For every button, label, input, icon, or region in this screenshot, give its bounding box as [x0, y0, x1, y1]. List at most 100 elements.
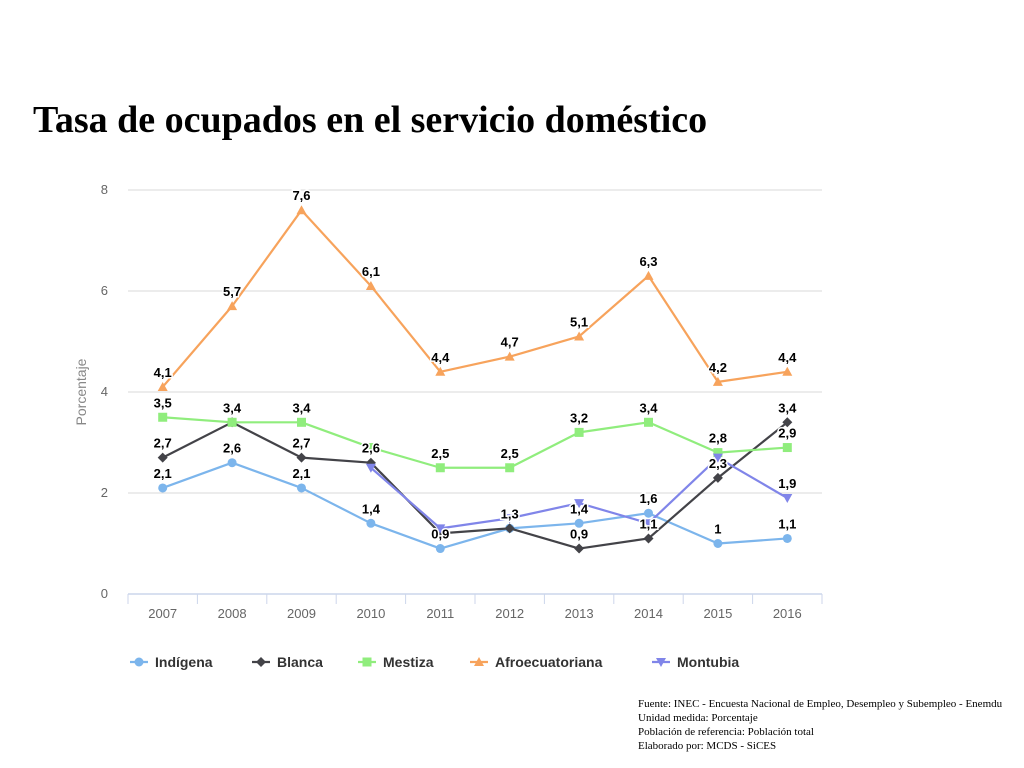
data-label-mestiza: 2,5: [431, 446, 449, 461]
x-tick-label: 2016: [773, 606, 802, 621]
source-elaborado: Elaborado por: MCDS - SiCES: [638, 740, 777, 752]
data-label-indigena: 2,6: [223, 441, 241, 456]
data-label-mestiza: 3,5: [154, 395, 172, 410]
data-point-montubia: [574, 499, 585, 509]
x-tick-label: 2010: [356, 606, 385, 621]
data-label-blanca: 2,3: [709, 456, 727, 471]
data-point-mestiza: [227, 417, 237, 427]
data-label-afroecuatoriana: 4,4: [778, 350, 797, 365]
data-point-montubia: [365, 463, 376, 473]
line-chart: 0 2 4 6 8 Porcentaje 2007 2008 2009 2010 2011 2012 2…: [73, 182, 823, 670]
data-point-montubia: [782, 494, 793, 504]
data-label-blanca: 0,9: [570, 527, 588, 542]
data-label-blanca: 3,4: [778, 400, 797, 415]
legend-item-afroecuatoriana: Afroecuatoriana: [495, 654, 603, 670]
data-label-indigena: 1,1: [778, 516, 796, 531]
source-poblacion: Población de referencia: Población total: [638, 726, 814, 738]
series-line-indigena: [162, 461, 788, 550]
data-point-indigena: [158, 483, 168, 493]
data-point-blanca: [296, 452, 307, 463]
data-label-mestiza: 3,4: [292, 400, 311, 415]
x-tick-label: 2011: [426, 606, 454, 621]
legend-item-montubia: Montubia: [677, 654, 739, 670]
data-point-mestiza: [713, 448, 723, 458]
data-label-montubia: 1,9: [778, 476, 796, 491]
data-label-afroecuatoriana: 4,4: [431, 350, 450, 365]
data-point-blanca: [643, 533, 654, 544]
data-point-mestiza: [435, 463, 445, 473]
data-label-afroecuatoriana: 5,7: [223, 284, 241, 299]
data-label-afroecuatoriana: 4,7: [501, 335, 519, 350]
legend-marker-indigena: [134, 657, 144, 667]
data-point-blanca: [574, 543, 585, 554]
data-point-indigena: [782, 533, 792, 543]
legend-item-blanca: Blanca: [277, 654, 323, 670]
data-point-indigena: [366, 518, 376, 528]
data-label-blanca: 2,7: [154, 436, 172, 451]
data-label-indigena: 1,3: [501, 506, 519, 521]
source-fuente: Fuente: INEC - Encuesta Nacional de Empl…: [638, 698, 1003, 710]
data-label-afroecuatoriana: 5,1: [570, 314, 588, 329]
series-line-mestiza: [162, 416, 788, 469]
series-line-blanca: [162, 421, 788, 550]
data-point-mestiza: [644, 417, 653, 427]
source-unidad: Unidad medida: Porcentaje: [638, 712, 758, 724]
data-point-afroecuatoriana: [157, 381, 168, 391]
x-tick-label: 2007: [148, 606, 177, 621]
data-point-mestiza: [297, 417, 306, 427]
x-tick-label: 2015: [703, 606, 732, 621]
data-point-mestiza: [505, 463, 515, 473]
data-point-mestiza: [158, 412, 168, 422]
data-point-afroecuatoriana: [435, 366, 446, 376]
data-point-afroecuatoriana: [643, 270, 654, 280]
data-point-afroecuatoriana: [712, 376, 723, 386]
data-label-indigena: 1,4: [362, 501, 381, 516]
data-label-afroecuatoriana: 6,1: [362, 264, 380, 279]
data-label-afroecuatoriana: 4,2: [709, 360, 727, 375]
data-label-mestiza: 3,2: [570, 410, 588, 425]
data-point-montubia: [712, 453, 723, 463]
data-label-mestiza: 3,4: [639, 400, 658, 415]
x-tick-label: 2013: [565, 606, 594, 621]
page-title: Tasa de ocupados en el servicio doméstic…: [33, 99, 708, 141]
data-point-afroecuatoriana: [296, 205, 307, 215]
legend-marker-montubia: [656, 658, 666, 667]
source-notes: Fuente: INEC - Encuesta Nacional de Empl…: [638, 697, 1008, 753]
data-point-indigena: [574, 518, 584, 528]
data-label-blanca: 1,1: [639, 516, 657, 531]
y-tick-label: 2: [101, 485, 108, 500]
x-tick-label: 2012: [495, 606, 524, 621]
data-point-indigena: [644, 508, 653, 518]
data-point-montubia: [643, 519, 654, 529]
y-tick-label: 8: [101, 182, 108, 197]
y-axis-title: Porcentaje: [73, 358, 89, 425]
legend-marker-afroecuatoriana: [474, 657, 484, 666]
data-point-indigena: [713, 539, 723, 548]
data-point-mestiza: [782, 443, 792, 453]
legend-marker-blanca: [256, 657, 266, 667]
data-point-mestiza: [366, 443, 376, 453]
data-point-indigena: [297, 483, 306, 493]
legend-item-indigena: Indígena: [155, 654, 213, 670]
data-label-mestiza: 2,8: [709, 431, 727, 446]
data-label-indigena: 0,9: [431, 527, 449, 542]
data-point-blanca: [157, 452, 168, 463]
data-label-indigena: 1: [714, 522, 721, 537]
data-label-afroecuatoriana: 7,6: [292, 188, 310, 203]
data-point-afroecuatoriana: [504, 351, 515, 361]
data-point-indigena: [435, 544, 445, 554]
x-tick-label: 2014: [634, 606, 663, 621]
y-tick-label: 6: [101, 283, 108, 298]
data-label-indigena: 2,1: [292, 466, 310, 481]
legend-item-mestiza: Mestiza: [383, 654, 434, 670]
data-point-afroecuatoriana: [227, 301, 238, 311]
data-label-blanca: 2,7: [292, 436, 310, 451]
data-label-afroecuatoriana: 4,1: [154, 365, 172, 380]
data-label-indigena: 2,1: [154, 466, 172, 481]
data-point-montubia: [435, 524, 446, 534]
data-label-indigena: 1,6: [639, 491, 657, 506]
data-label-mestiza: 2,5: [501, 446, 519, 461]
data-point-blanca: [435, 528, 446, 539]
data-label-indigena: 1,4: [570, 501, 589, 516]
data-label-blanca: 3,4: [223, 400, 242, 415]
